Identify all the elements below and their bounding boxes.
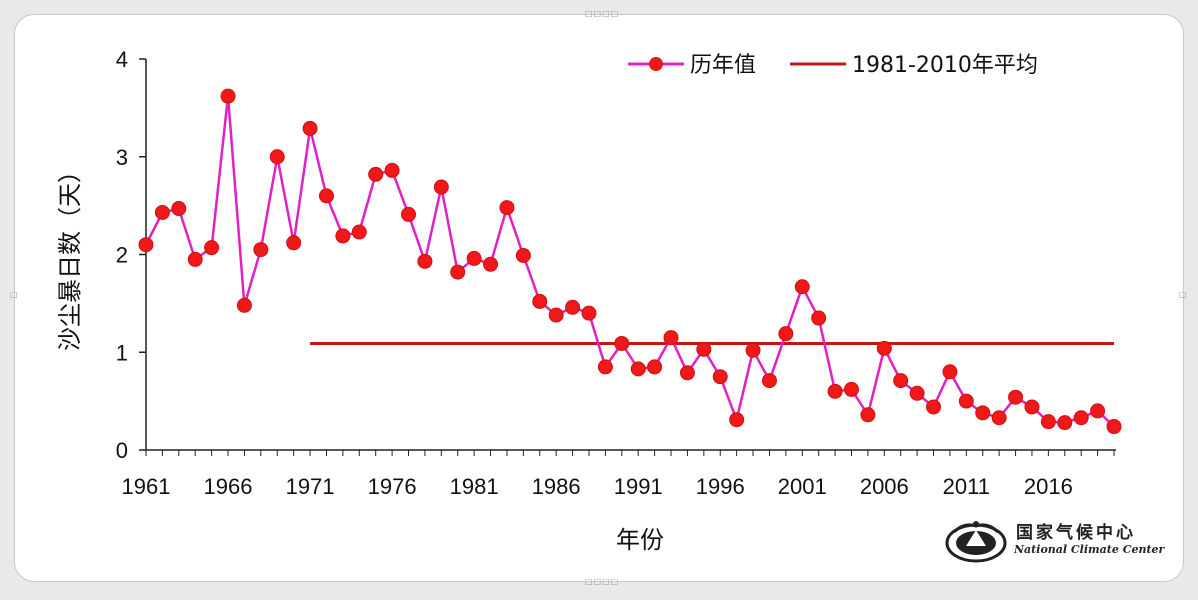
y-tick-label: 1 <box>116 340 128 365</box>
data-point <box>860 407 876 423</box>
data-point <box>499 200 515 216</box>
x-tick-label: 1976 <box>368 474 417 499</box>
x-tick-label: 2006 <box>860 474 909 499</box>
data-point <box>581 305 597 321</box>
data-point <box>515 247 531 263</box>
data-point <box>1008 389 1024 405</box>
data-point <box>597 359 613 375</box>
x-tick-label: 2001 <box>778 474 827 499</box>
data-point <box>647 359 663 375</box>
chart-frame: □□□□ □□□□ □ □ <box>10 10 1187 586</box>
data-point <box>433 179 449 195</box>
data-point <box>1106 419 1122 435</box>
data-point <box>253 242 269 258</box>
data-point <box>318 188 334 204</box>
resize-handle-left[interactable]: □ <box>10 290 19 299</box>
data-point <box>154 204 170 220</box>
data-point <box>368 166 384 182</box>
tick-labels: 0 1 2 3 4 1961 1966 1971 1976 1981 1986 1991 1996 200… <box>116 47 1073 499</box>
data-point <box>843 381 859 397</box>
x-tick-label: 2011 <box>943 474 990 499</box>
data-point <box>302 120 318 136</box>
data-point <box>138 237 154 253</box>
data-point <box>351 224 367 240</box>
data-point <box>466 250 482 266</box>
data-point <box>712 369 728 385</box>
data-point <box>696 341 712 357</box>
data-point <box>729 412 745 428</box>
data-point <box>401 206 417 222</box>
data-point <box>794 279 810 295</box>
legend-label-series: 历年值 <box>690 53 756 78</box>
cma-emblem-icon <box>945 521 1007 563</box>
x-tick-label: 1991 <box>614 474 663 499</box>
data-point <box>811 310 827 326</box>
data-point <box>975 405 991 421</box>
y-tick-label: 0 <box>116 438 128 463</box>
resize-handle-bottom[interactable]: □□□□ <box>585 577 620 586</box>
y-tick-label: 3 <box>116 145 128 170</box>
data-point <box>565 299 581 315</box>
y-tick-label: 2 <box>116 243 128 268</box>
data-point <box>761 373 777 389</box>
data-point <box>450 264 466 280</box>
chart-axes <box>139 58 1116 456</box>
data-point <box>335 228 351 244</box>
data-point <box>679 365 695 381</box>
logo-name-cn: 国家气候中心 <box>1016 523 1136 543</box>
data-point <box>236 297 252 313</box>
data-point <box>483 256 499 272</box>
data-point <box>778 326 794 342</box>
y-tick-label: 4 <box>116 47 128 72</box>
legend: 历年值 1981-2010年平均 <box>628 53 1038 78</box>
y-axis-title: 沙尘暴日数（天） <box>56 159 84 351</box>
data-point <box>548 307 564 323</box>
data-point <box>220 88 236 104</box>
data-point <box>532 293 548 309</box>
data-point <box>384 162 400 178</box>
data-point <box>417 253 433 269</box>
data-point <box>745 342 761 358</box>
logo-name-en: National Climate Center <box>1014 543 1165 556</box>
data-point <box>926 399 942 415</box>
x-tick-label: 1966 <box>204 474 253 499</box>
data-point <box>614 335 630 351</box>
data-point <box>171 201 187 217</box>
x-tick-label: 2016 <box>1024 474 1073 499</box>
data-point <box>1073 410 1089 426</box>
data-point <box>827 383 843 399</box>
data-point <box>1057 415 1073 431</box>
resize-handle-right[interactable]: □ <box>1179 290 1188 299</box>
data-point <box>1040 414 1056 430</box>
data-point <box>893 373 909 389</box>
data-point <box>942 364 958 380</box>
legend-label-average: 1981-2010年平均 <box>852 53 1038 78</box>
x-tick-label: 1996 <box>696 474 745 499</box>
series-layer <box>138 88 1122 435</box>
x-axis-title: 年份 <box>616 526 664 554</box>
data-point <box>876 340 892 356</box>
data-point <box>269 149 285 165</box>
data-point <box>204 240 220 256</box>
ncc-logo: 国家气候中心 National Climate Center <box>944 518 1170 564</box>
resize-handle-top[interactable]: □□□□ <box>585 9 620 18</box>
x-tick-label: 1961 <box>122 474 171 499</box>
data-point <box>286 235 302 251</box>
legend-swatch-series-marker <box>649 57 663 71</box>
data-point <box>1090 403 1106 419</box>
data-point <box>663 330 679 346</box>
data-point <box>187 251 203 267</box>
data-point <box>991 410 1007 426</box>
data-point <box>909 385 925 401</box>
x-tick-label: 1981 <box>450 474 499 499</box>
series-line <box>144 95 1115 428</box>
x-tick-label: 1986 <box>532 474 581 499</box>
data-point <box>630 361 646 377</box>
data-point <box>958 393 974 409</box>
data-point <box>1024 399 1040 415</box>
x-tick-label: 1971 <box>286 474 335 499</box>
